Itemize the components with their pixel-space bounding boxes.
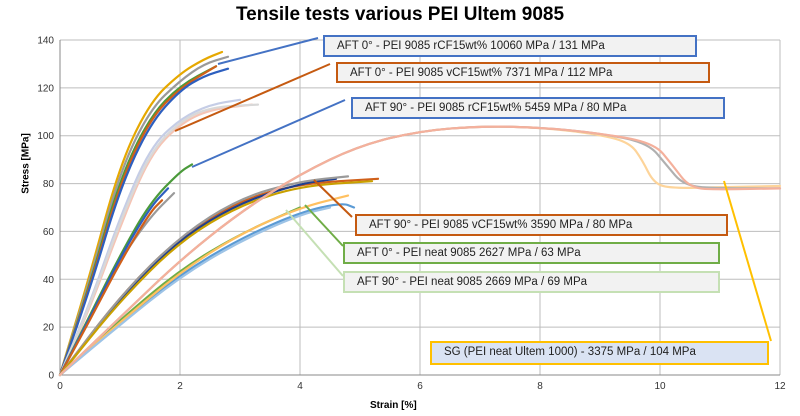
x-tick-label: 12 (774, 381, 786, 392)
y-tick-label: 60 (43, 227, 55, 238)
series-line (58, 180, 374, 377)
y-tick-label: 0 (48, 371, 54, 382)
y-tick-label: 100 (37, 131, 54, 142)
annotation-leader-line (191, 99, 346, 168)
x-tick-label: 8 (537, 381, 543, 392)
y-tick-label: 120 (37, 83, 54, 94)
annotation-box: SG (PEI neat Ultem 1000) - 3375 MPa / 10… (430, 341, 769, 365)
x-tick-label: 6 (417, 381, 423, 392)
annotation-box: AFT 90° - PEI 9085 vCF15wt% 3590 MPa / 8… (355, 214, 728, 236)
annotation-box: AFT 90° - PEI neat 9085 2669 MPa / 69 MP… (343, 271, 720, 293)
annotation-leader-line (723, 180, 772, 342)
chart-title: Tensile tests various PEI Ultem 9085 (235, 4, 565, 25)
annotation-leader-line (285, 209, 344, 277)
y-axis-label: Stress [MPa] (20, 133, 32, 194)
series-line (58, 103, 260, 377)
series-line (58, 199, 164, 377)
annotation-box: AFT 0° - PEI neat 9085 2627 MPa / 63 MPa (343, 242, 720, 264)
annotation-leader-line (304, 204, 344, 247)
annotation-box: AFT 0° - PEI 9085 vCF15wt% 7371 MPa / 11… (336, 62, 710, 83)
x-axis-label: Strain [%] (370, 400, 417, 411)
x-tick-label: 4 (297, 381, 303, 392)
y-tick-label: 80 (43, 179, 55, 190)
x-tick-label: 0 (57, 381, 63, 392)
annotation-leader-line (174, 63, 331, 132)
x-tick-label: 10 (654, 381, 666, 392)
x-tick-label: 2 (177, 381, 183, 392)
series-line (58, 67, 230, 377)
annotation-box: AFT 90° - PEI 9085 rCF15wt% 5459 MPa / 8… (351, 97, 725, 119)
y-tick-label: 20 (43, 323, 55, 334)
series-line (58, 125, 782, 377)
annotation-leader-line (313, 179, 353, 218)
series-line (58, 175, 350, 377)
series-line (58, 206, 332, 377)
annotation-box: AFT 0° - PEI 9085 rCF15wt% 10060 MPa / 1… (323, 35, 697, 57)
y-tick-label: 140 (37, 36, 54, 47)
y-tick-label: 40 (43, 275, 55, 286)
series-line (58, 98, 242, 377)
series-line (58, 192, 176, 377)
annotation-leader-line (217, 37, 319, 65)
